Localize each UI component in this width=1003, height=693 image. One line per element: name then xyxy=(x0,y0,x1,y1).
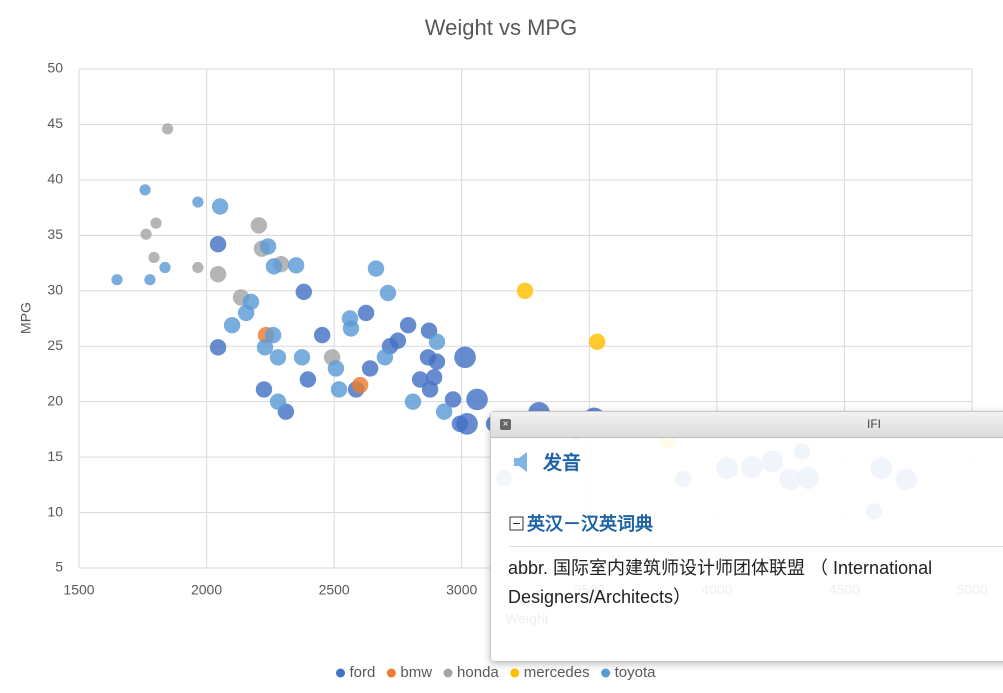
y-tick-label: 5 xyxy=(55,559,63,575)
y-tick-label: 20 xyxy=(47,392,63,408)
bubble xyxy=(376,349,394,366)
bubble xyxy=(351,376,369,394)
dictionary-name: 英汉－汉英词典 xyxy=(527,514,653,534)
bubble xyxy=(293,349,311,366)
bubble xyxy=(330,381,348,398)
bubble xyxy=(209,236,227,253)
x-tick-label: 2500 xyxy=(319,582,350,598)
pronounce[interactable]: 发音 xyxy=(513,448,581,475)
bubble xyxy=(444,391,462,408)
close-button[interactable]: × xyxy=(500,419,511,430)
y-tick-label: 30 xyxy=(47,281,63,297)
bubble xyxy=(411,371,429,388)
definition: abbr. 国际室内建筑师设计师团体联盟 （ International Des… xyxy=(508,558,933,607)
y-tick-label: 50 xyxy=(47,60,63,76)
bubble xyxy=(361,360,379,377)
bubble xyxy=(367,260,385,277)
bubble xyxy=(264,326,282,344)
legend-item: honda xyxy=(443,664,499,681)
bubble xyxy=(313,326,331,344)
legend-label: ford xyxy=(350,664,376,681)
bubble xyxy=(327,360,345,377)
legend-marker xyxy=(510,668,520,678)
bubble xyxy=(259,238,277,255)
bubble xyxy=(192,261,204,274)
bubble xyxy=(269,349,287,366)
y-tick-label: 10 xyxy=(47,503,63,519)
bubble xyxy=(192,196,204,208)
legend-item: toyota xyxy=(601,664,656,681)
y-tick-label: 15 xyxy=(47,448,63,464)
legend-label: mercedes xyxy=(524,664,590,681)
bubble xyxy=(144,274,156,286)
y-tick-label: 45 xyxy=(47,115,63,131)
bubble xyxy=(269,393,287,410)
bubble xyxy=(111,274,123,286)
bubble xyxy=(256,339,274,356)
dictionary-heading[interactable]: 英汉－汉英词典 xyxy=(509,510,1003,547)
popup-title: IFI xyxy=(867,417,881,431)
legend-label: toyota xyxy=(615,664,657,681)
legend-item: ford xyxy=(336,664,375,681)
bubble xyxy=(399,316,417,334)
bubble xyxy=(299,371,317,388)
bubble xyxy=(150,217,162,229)
x-tick-label: 2000 xyxy=(191,582,222,598)
legend-marker xyxy=(443,668,453,678)
bubble xyxy=(242,293,260,311)
legend-marker xyxy=(601,668,611,678)
legend-marker xyxy=(336,668,346,678)
bubble xyxy=(428,353,446,370)
speaker-icon xyxy=(514,451,527,472)
bubble xyxy=(209,265,227,283)
bubble xyxy=(209,339,227,356)
bubble xyxy=(211,198,229,215)
bubble xyxy=(456,413,478,435)
legend-label: bmw xyxy=(400,664,432,681)
legend-marker xyxy=(386,668,396,678)
bubble xyxy=(342,320,360,337)
bubble xyxy=(140,228,152,240)
bubble xyxy=(159,261,171,274)
pronounce-label: 发音 xyxy=(543,453,582,474)
y-tick-label: 25 xyxy=(47,337,63,353)
bubble xyxy=(379,284,397,302)
bubble xyxy=(425,369,443,386)
bubble xyxy=(435,403,453,420)
bubble xyxy=(428,333,446,350)
bubble xyxy=(161,123,174,135)
bubble xyxy=(454,346,476,369)
bubble xyxy=(287,257,305,274)
bubble xyxy=(255,381,273,398)
bubble xyxy=(265,258,283,275)
dictionary-popup: × IFI 发音 英汉－汉英词典 abbr. 国际室内建筑师设计师团体联盟 （ … xyxy=(490,411,1003,662)
legend-item: mercedes xyxy=(510,664,590,681)
y-tick-label: 40 xyxy=(47,171,63,187)
legend-item: bmw xyxy=(386,664,432,681)
bubble xyxy=(389,332,407,349)
bubble xyxy=(588,333,606,350)
bubble xyxy=(516,282,534,299)
bubble xyxy=(148,251,160,264)
popup-title-bar: × IFI xyxy=(491,412,1003,438)
bubble xyxy=(404,393,422,410)
bubble xyxy=(250,217,268,234)
y-axis-label: MPG xyxy=(18,302,34,334)
x-tick-label: 3000 xyxy=(446,582,477,598)
bubble xyxy=(223,316,241,334)
chart-title: Weight vs MPG xyxy=(425,15,577,40)
collapse-icon xyxy=(509,516,524,530)
legend-label: honda xyxy=(457,664,499,681)
y-tick-label: 35 xyxy=(47,226,63,242)
x-tick-label: 1500 xyxy=(63,582,94,598)
bubble xyxy=(295,283,312,301)
bubble xyxy=(466,388,488,411)
bubble xyxy=(139,184,151,196)
bubble xyxy=(357,304,375,322)
